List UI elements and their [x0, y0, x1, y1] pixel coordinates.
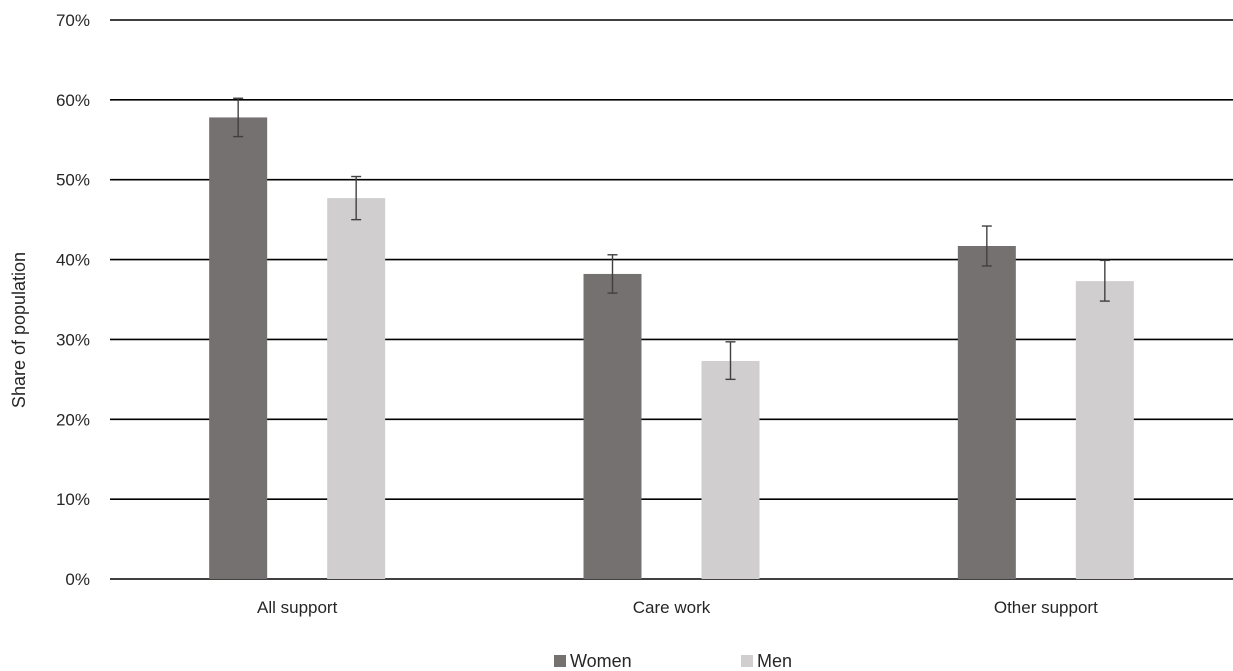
legend-swatch	[554, 655, 566, 667]
legend-label: Women	[570, 651, 632, 671]
error-bars	[233, 97, 1110, 381]
legend-item-women: Women	[554, 651, 632, 671]
y-tick-label: 60%	[56, 91, 90, 110]
y-axis-ticks: 0% 10% 20% 30% 40% 50% 60% 70%	[56, 11, 90, 589]
bar-women-other-support	[957, 245, 1016, 579]
gridlines	[110, 19, 1233, 580]
y-tick-label: 70%	[56, 11, 90, 30]
y-tick-label: 10%	[56, 490, 90, 509]
x-axis-categories: All support Care work Other support	[257, 598, 1098, 617]
y-tick-label: 0%	[65, 570, 90, 589]
error-bar	[725, 341, 736, 381]
error-bar	[351, 175, 362, 221]
legend-item-men: Men	[741, 651, 792, 671]
x-category-label: Care work	[633, 598, 711, 617]
y-tick-label: 20%	[56, 410, 90, 429]
error-bar	[233, 97, 244, 138]
error-bar	[1099, 259, 1110, 302]
y-tick-label: 30%	[56, 330, 90, 349]
x-category-label: Other support	[994, 598, 1098, 617]
bar-men-care-work	[701, 360, 760, 579]
y-axis-title: Share of population	[9, 252, 29, 408]
bar-women-all-support	[209, 117, 268, 579]
legend-swatch	[741, 655, 753, 667]
y-tick-label: 50%	[56, 171, 90, 190]
x-category-label: All support	[257, 598, 338, 617]
error-bar	[607, 254, 618, 294]
bar-men-all-support	[327, 198, 386, 579]
error-bar	[981, 225, 992, 267]
legend: Women Men	[554, 651, 792, 671]
bar-men-other-support	[1075, 281, 1134, 579]
legend-label: Men	[757, 651, 792, 671]
y-tick-label: 40%	[56, 251, 90, 270]
bars	[209, 117, 1134, 579]
bar-women-care-work	[583, 273, 642, 579]
